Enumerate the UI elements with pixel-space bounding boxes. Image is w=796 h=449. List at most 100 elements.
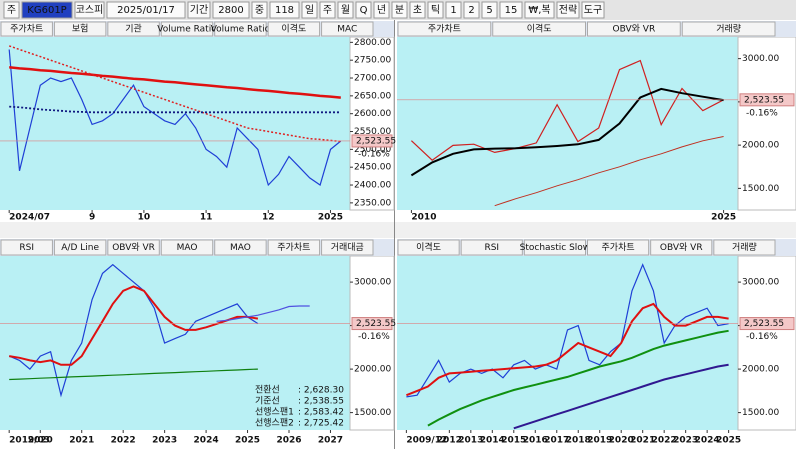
toolbar-button[interactable] [251, 1, 268, 19]
tab[interactable] [492, 21, 586, 37]
tab-label[interactable]: RSI [19, 243, 34, 253]
tab[interactable] [53, 239, 107, 256]
toolbar-label[interactable]: 분 [395, 4, 404, 16]
tab[interactable] [650, 239, 713, 256]
tab[interactable] [587, 21, 681, 37]
toolbar-label[interactable]: 전략 [559, 4, 577, 16]
tab[interactable] [523, 239, 586, 256]
tab[interactable] [53, 21, 107, 37]
toolbar-button[interactable] [581, 1, 605, 19]
toolbar-button[interactable] [463, 1, 480, 19]
tab-label[interactable]: Volume Ratio [211, 25, 271, 35]
toolbar-button[interactable] [373, 1, 390, 19]
tab-label[interactable]: Stochastic Slow [520, 243, 591, 253]
toolbar-label[interactable]: 2800 [218, 5, 243, 16]
toolbar-button[interactable] [337, 1, 354, 19]
tab[interactable] [587, 239, 650, 256]
tab-label[interactable]: 주가차트 [602, 241, 635, 253]
tab-label[interactable]: A/D Line [61, 243, 99, 253]
tab[interactable] [107, 239, 160, 256]
tab[interactable] [397, 21, 492, 37]
toolbar-button[interactable] [319, 1, 336, 19]
tab-label[interactable]: 거래량 [716, 23, 741, 35]
tab-label[interactable]: 주가차트 [277, 241, 310, 253]
tab[interactable] [0, 239, 53, 256]
tab[interactable] [681, 21, 776, 37]
toolbar-button[interactable] [499, 1, 523, 19]
toolbar-label[interactable]: 5 [486, 5, 492, 16]
tab-label[interactable]: 거래대금 [331, 242, 364, 253]
toolbar-button[interactable] [427, 1, 444, 19]
toolbar-label[interactable]: 초 [413, 4, 422, 16]
toolbar-button[interactable] [445, 1, 462, 19]
toolbar-label[interactable]: 기간 [190, 4, 208, 16]
toolbar-label[interactable]: 월 [341, 4, 350, 16]
tab[interactable] [267, 21, 321, 37]
toolbar-button[interactable] [556, 1, 580, 19]
toolbar-label[interactable]: 일 [305, 4, 314, 16]
toolbar-button[interactable] [409, 1, 426, 19]
tab[interactable] [267, 239, 321, 256]
toolbar-button[interactable] [74, 1, 105, 19]
toolbar-button[interactable] [212, 1, 250, 19]
toolbar-button[interactable] [187, 1, 211, 19]
toolbar-button[interactable] [391, 1, 408, 19]
tab[interactable] [160, 21, 214, 37]
tab-label[interactable]: RSI [484, 243, 499, 253]
tab[interactable] [160, 239, 214, 256]
toolbar-label[interactable]: 1 [450, 5, 456, 16]
tab[interactable] [214, 239, 267, 256]
tab-label[interactable]: Volume Ratio [157, 25, 217, 35]
toolbar-button[interactable] [3, 1, 20, 19]
toolbar-label[interactable]: 틱 [431, 4, 440, 16]
tab-label[interactable]: 주가차트 [10, 23, 43, 35]
info-value: : 2,725.42 [298, 419, 344, 429]
toolbar-button[interactable] [269, 1, 300, 19]
toolbar-label[interactable]: KG601P [27, 5, 66, 16]
tab-label[interactable]: MAO [177, 243, 198, 253]
series-line [406, 302, 729, 397]
toolbar-label[interactable]: 주 [323, 5, 332, 16]
toolbar-label[interactable]: 중 [255, 4, 264, 16]
toolbar-label[interactable]: 2025/01/17 [117, 5, 175, 16]
toolbar-button[interactable] [106, 1, 186, 19]
toolbar-button[interactable] [21, 1, 73, 19]
tab-label[interactable]: 주가차트 [428, 23, 461, 35]
tab[interactable] [460, 239, 523, 256]
toolbar-label[interactable]: 코스피 [76, 4, 104, 16]
tab[interactable] [214, 21, 267, 37]
toolbar-label[interactable]: 도구 [584, 5, 602, 16]
toolbar-label[interactable]: Q [360, 5, 368, 16]
tab-label[interactable]: OBV와 VR [112, 241, 155, 253]
tab-label[interactable]: OBV와 VR [660, 241, 703, 253]
plot-area [0, 256, 350, 430]
x-tick-label: 2015 [501, 436, 526, 446]
toolbar-button[interactable] [524, 1, 555, 19]
tab[interactable] [397, 239, 460, 256]
x-tick-label: 2013 [458, 436, 483, 446]
toolbar-label[interactable]: 15 [505, 5, 518, 16]
toolbar-label[interactable]: 2 [468, 5, 474, 16]
tab-label[interactable]: 이격도 [281, 23, 306, 35]
toolbar-label[interactable]: 118 [275, 5, 294, 16]
tab-label[interactable]: 보험 [72, 24, 89, 35]
toolbar-button[interactable] [301, 1, 318, 19]
tab-label[interactable]: MAC [337, 25, 357, 35]
tab-label[interactable]: MAO [230, 243, 251, 253]
tab-label[interactable]: 기관 [125, 24, 142, 35]
toolbar-label[interactable]: 년 [377, 4, 386, 16]
tab[interactable] [321, 239, 374, 256]
tab[interactable] [0, 21, 53, 37]
tab-label[interactable]: OBV와 VR [613, 23, 656, 35]
x-tick-label: 10 [138, 213, 151, 223]
tab-label[interactable]: 이격도 [527, 23, 552, 35]
toolbar-label[interactable]: 주 [7, 5, 16, 16]
toolbar-button[interactable] [355, 1, 372, 19]
tab-label[interactable]: 거래량 [732, 241, 757, 253]
toolbar-button[interactable] [481, 1, 498, 19]
tab-label[interactable]: 이격도 [416, 241, 441, 253]
toolbar-label[interactable]: ₩,복 [528, 4, 550, 16]
tab[interactable] [321, 21, 374, 37]
tab[interactable] [107, 21, 160, 37]
tab[interactable] [713, 239, 776, 256]
